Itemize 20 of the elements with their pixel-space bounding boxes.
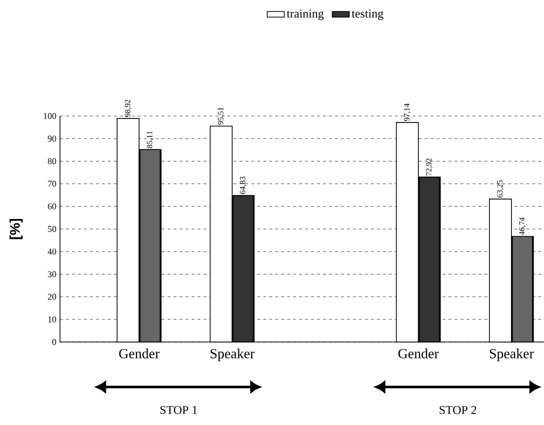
y-tick-label: 10 — [48, 316, 56, 322]
legend-label: testing — [352, 10, 384, 20]
y-tick-label: 30 — [48, 271, 56, 278]
y-tick-label: 50 — [48, 226, 56, 232]
x-tick-label: Gender — [119, 348, 160, 358]
x-tick-label: Speaker — [210, 348, 255, 362]
y-tick-label: 100 — [44, 112, 56, 120]
legend-label: training — [286, 10, 324, 20]
y-tick-label: 60 — [48, 203, 56, 210]
x-tick-label: Gender — [398, 348, 439, 358]
y-tick-label: 40 — [48, 248, 56, 255]
y-tick-label: 20 — [48, 294, 56, 300]
y-axis-title: [%] — [10, 218, 23, 240]
y-tick-label: 70 — [48, 180, 56, 187]
y-tick-label: 90 — [48, 136, 56, 142]
text: STOP 2 — [440, 406, 476, 414]
y-tick-label: 80 — [48, 158, 56, 164]
x-tick-label: Speaker — [490, 348, 534, 362]
text: STOP 1 — [160, 406, 197, 414]
y-tick-label: 0 — [52, 338, 56, 346]
